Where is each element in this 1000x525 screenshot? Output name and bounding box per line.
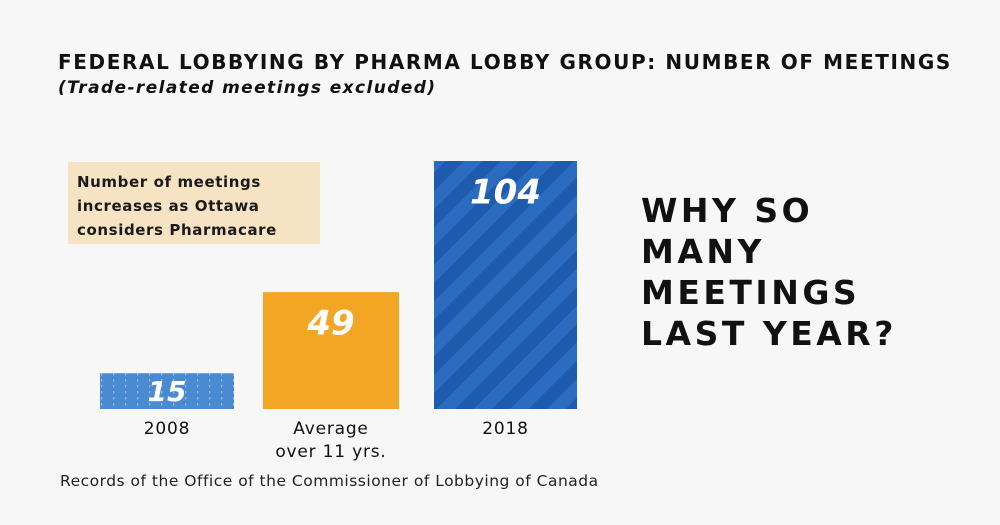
labels-layer: 15 2008 49 Average over 11 yrs. 104 2018	[144, 172, 541, 462]
question-line: LAST YEAR?	[641, 314, 897, 353]
bars-layer	[100, 161, 577, 409]
bar-value-label: 49	[306, 304, 354, 344]
annotation-line: considers Pharmacare	[77, 221, 277, 239]
annotation-line: Number of meetings	[77, 173, 261, 191]
bar-value-label: 104	[470, 172, 541, 212]
bar-3	[434, 161, 577, 409]
annotation-box: Number of meetings increases as Ottawa c…	[68, 162, 320, 244]
question-line: WHY SO	[641, 191, 814, 230]
question-line: MEETINGS	[641, 273, 861, 312]
chart-subtitle: (Trade-related meetings excluded)	[58, 78, 437, 98]
chart-title: FEDERAL LOBBYING BY PHARMA LOBBY GROUP: …	[58, 50, 952, 74]
category-label: over 11 yrs.	[275, 442, 386, 462]
category-label: Average	[293, 419, 368, 439]
bar-value-label: 15	[148, 375, 187, 408]
bar-2	[263, 292, 399, 409]
category-label: 2008	[144, 419, 190, 439]
source-note: Records of the Office of the Commissione…	[60, 472, 599, 490]
callout-question: WHY SO MANY MEETINGS LAST YEAR?	[641, 190, 897, 354]
category-label: 2018	[482, 419, 528, 439]
bar-1	[100, 373, 234, 409]
question-line: MANY	[641, 232, 765, 271]
annotation-line: increases as Ottawa	[77, 197, 260, 215]
